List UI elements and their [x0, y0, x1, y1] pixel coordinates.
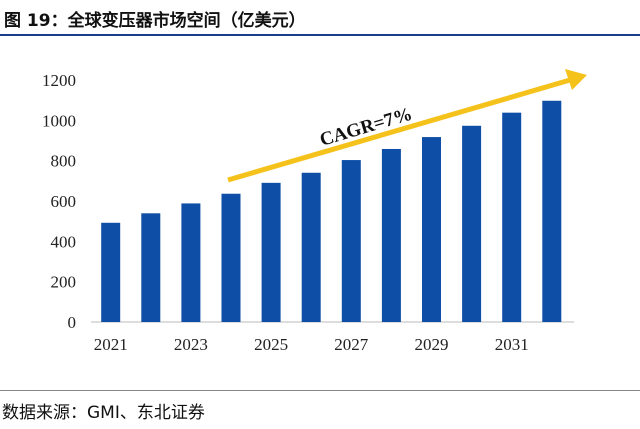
- y-tick-label: 1200: [42, 71, 76, 90]
- bar-2021: [101, 222, 121, 322]
- bar-2032: [542, 100, 562, 322]
- source-divider: [0, 390, 640, 391]
- bar-2022: [141, 213, 161, 322]
- y-tick-label: 600: [51, 192, 77, 211]
- bar-2031: [502, 112, 522, 322]
- bar-2023: [181, 203, 201, 322]
- trend-arrow-line: [227, 77, 571, 183]
- title-divider: [0, 34, 640, 36]
- x-tick-label: 2023: [174, 335, 208, 354]
- figure-title: 图 19：全球变压器市场空间（亿美元）: [4, 11, 306, 31]
- y-tick-label: 200: [51, 273, 77, 292]
- source-note: 数据来源：GMI、东北证券: [2, 403, 205, 423]
- cagr-annotation: CAGR=7%: [317, 104, 414, 151]
- bar-2028: [381, 148, 401, 322]
- y-tick-label: 1000: [42, 111, 76, 130]
- x-tick-label: 2031: [495, 335, 529, 354]
- bar-2029: [422, 137, 441, 322]
- x-tick-label: 2021: [94, 335, 128, 354]
- y-tick-label: 800: [51, 152, 77, 171]
- y-tick-label: 400: [51, 232, 77, 251]
- bar-2027: [341, 160, 361, 322]
- x-tick-label: 2029: [415, 335, 449, 354]
- bar-2026: [301, 172, 321, 322]
- x-tick-label: 2025: [254, 335, 288, 354]
- y-tick-label: 0: [68, 313, 77, 332]
- bar-2024: [221, 193, 241, 322]
- bar-2030: [462, 125, 482, 322]
- trend-arrow-head: [565, 69, 587, 90]
- bar-2025: [261, 182, 281, 322]
- x-tick-label: 2027: [334, 335, 369, 354]
